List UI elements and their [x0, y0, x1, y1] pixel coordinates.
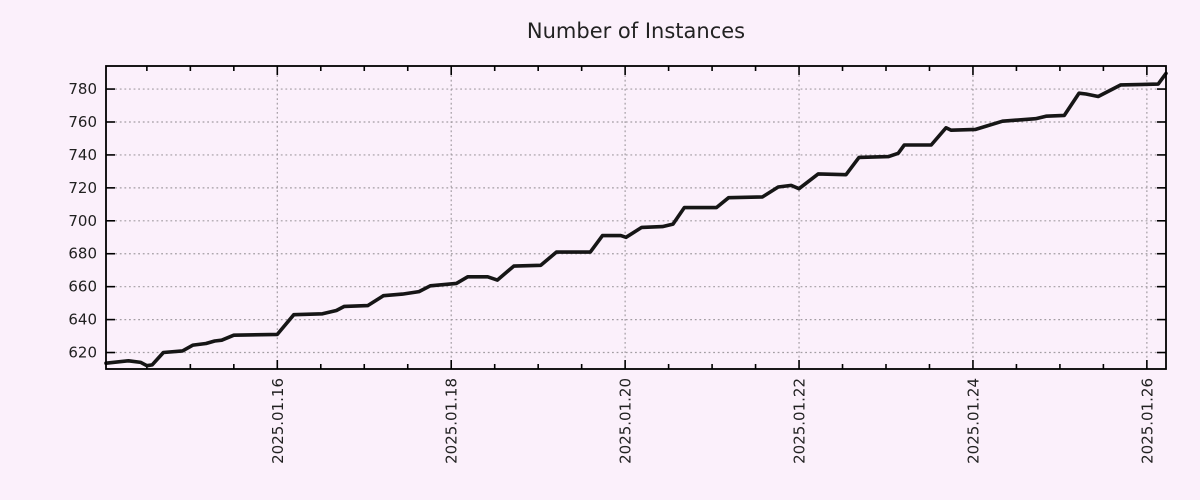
- y-tick-label: 720: [68, 179, 97, 197]
- plot-frame: [105, 65, 1167, 370]
- y-tick-label: 760: [68, 113, 97, 131]
- x-tick-label: 2025.01.26: [1138, 378, 1156, 464]
- chart-title: Number of Instances: [527, 19, 745, 43]
- plot-area: 620 640 660 680 700 720 740 760 780 2025.01.16 202…: [68, 65, 1168, 464]
- y-tick-label: 780: [68, 80, 97, 98]
- axis-ticks: [106, 66, 1166, 369]
- x-tick-label: 2025.01.24: [964, 378, 982, 464]
- axis-labels: 620 640 660 680 700 720 740 760 780 2025.01.16 202…: [68, 80, 1156, 464]
- y-tick-label: 660: [68, 278, 97, 296]
- x-tick-label: 2025.01.16: [269, 378, 287, 464]
- y-tick-label: 640: [68, 311, 97, 329]
- y-tick-label: 740: [68, 146, 97, 164]
- grid-lines: [106, 66, 1166, 369]
- y-tick-label: 620: [68, 344, 97, 362]
- x-tick-label: 2025.01.20: [617, 378, 635, 464]
- x-tick-label: 2025.01.22: [791, 378, 809, 464]
- y-tick-label: 700: [68, 212, 97, 230]
- x-tick-label: 2025.01.18: [443, 378, 461, 464]
- series-line-instances: [104, 71, 1168, 368]
- y-tick-label: 680: [68, 245, 97, 263]
